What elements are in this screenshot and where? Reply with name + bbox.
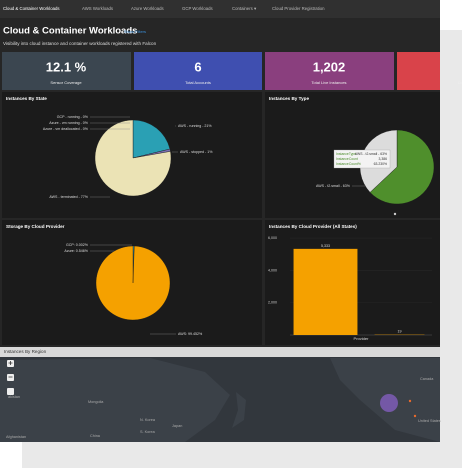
- map-label: China: [90, 434, 101, 438]
- nav-bar: [0, 0, 440, 18]
- bar-value-label: 5,333: [321, 244, 330, 248]
- bar: [293, 248, 358, 335]
- tooltip-key: InstanceCount%: [336, 162, 361, 166]
- land: [0, 358, 230, 442]
- slice-label: GCP - running - 0%: [57, 115, 89, 119]
- slice-label: AWS - t2.small - 63%: [316, 184, 351, 188]
- map-label: Afghanistan: [6, 435, 26, 439]
- nav-item[interactable]: AWS Workloads: [82, 6, 113, 11]
- region-bubble: [380, 394, 398, 412]
- panel-title: Instances By State: [6, 96, 47, 101]
- kpi-label: Sensor Coverage: [50, 80, 82, 85]
- nav-item[interactable]: Azure Workloads: [131, 6, 164, 11]
- pie-slice: [132, 119, 171, 159]
- panel-title: Instances By Cloud Provider (All States): [269, 224, 357, 229]
- kpi-tile: [397, 52, 440, 90]
- filters-link[interactable]: Show Filters: [124, 29, 146, 34]
- carousel-dot: [393, 212, 397, 216]
- region-dot: [413, 414, 417, 418]
- slice-label: Azure - vm deallocated - 0%: [43, 127, 89, 131]
- map-label: Japan: [172, 424, 182, 428]
- tooltip-key: InstanceType: [336, 152, 356, 156]
- slice-label: Azure: 0.546%: [64, 249, 88, 253]
- zoom-button[interactable]: [7, 374, 14, 381]
- kpi-label: Dor: [458, 80, 462, 85]
- region-dot: [408, 399, 412, 403]
- map-label: United States: [418, 419, 441, 423]
- tooltip-value: 63.230%: [374, 162, 387, 166]
- slice-label: AWS - stopped - 1%: [180, 150, 213, 154]
- tooltip-value: 3,386: [379, 157, 388, 161]
- y-tick-label: 4,000: [268, 268, 277, 272]
- slice-label: AWS: 99.452%: [178, 332, 203, 336]
- kpi-label: Total Accounts: [185, 80, 211, 85]
- panel-title: Storage By Cloud Provider: [6, 224, 65, 229]
- page-title: Cloud & Container Workloads: [3, 26, 137, 37]
- nav-item[interactable]: Cloud Provider Registration: [272, 6, 325, 11]
- land: [232, 392, 246, 428]
- page-subtitle: Visibility into cloud instance and conta…: [3, 41, 157, 46]
- kpi-tile: [265, 52, 394, 90]
- slice-label: AWS - terminated - 77%: [49, 195, 88, 199]
- map-label: Mongolia: [88, 400, 104, 404]
- map-label: N. Korea: [140, 418, 156, 422]
- kpi-value: 6: [194, 59, 201, 74]
- nav-item[interactable]: GCP Workloads: [182, 6, 213, 11]
- y-tick-label: 2,000: [268, 301, 277, 305]
- map-title: Instances By Region: [4, 349, 47, 354]
- slice-label: GCP: 0.002%: [66, 243, 89, 247]
- kpi-value: 1,202: [313, 59, 346, 74]
- slice-label: AWS - running - 21%: [178, 124, 212, 128]
- tooltip: [333, 149, 391, 169]
- kpi-tile: [2, 52, 131, 90]
- slice-label: Azure - vm running - 0%: [49, 121, 89, 125]
- y-tick-label: 6,000: [268, 236, 277, 240]
- map-label: Canada: [420, 377, 434, 381]
- map-label: S. Korea: [140, 430, 156, 434]
- kpi-value: 12.1 %: [46, 59, 87, 74]
- nav-item[interactable]: Containers ▾: [232, 6, 256, 11]
- reset-button[interactable]: [7, 388, 14, 395]
- tooltip-value: AWS - t2.small - 63%: [355, 152, 387, 156]
- bar-value-label: 19: [398, 330, 402, 334]
- kpi-tile: [134, 52, 262, 90]
- pie-slice: [95, 245, 171, 321]
- panel-title: Instances By Type: [269, 96, 309, 101]
- kpi-label: Total Live Instances: [311, 80, 346, 85]
- zoom-in-icon: [8, 361, 13, 365]
- pie-slice: [94, 119, 172, 197]
- nav-item[interactable]: Cloud & Container Workloads: [3, 6, 60, 11]
- map-label: akistan: [8, 395, 20, 399]
- map-header: [0, 347, 440, 357]
- x-axis-title: Provider: [354, 336, 370, 341]
- tooltip-key: InstanceCount: [336, 157, 358, 161]
- pie-slice: [369, 129, 435, 205]
